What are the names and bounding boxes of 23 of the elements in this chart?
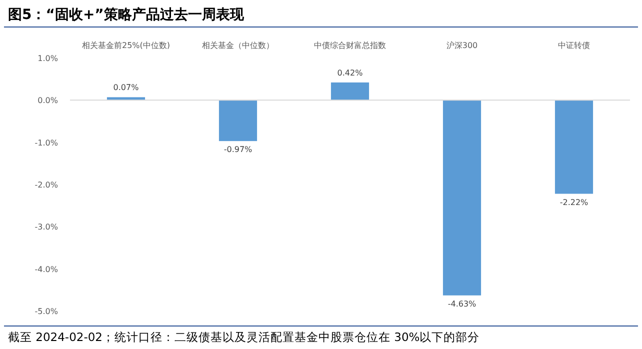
data-label: 0.42% bbox=[337, 68, 364, 78]
x-tick-label: 相关基金前25%(中位数) bbox=[82, 41, 170, 50]
y-tick-label: 1.0% bbox=[38, 54, 58, 63]
y-tick-label: 0.0% bbox=[38, 96, 58, 106]
text: 截至 2024-02-02；统计口径：二级债基以及灵活配置基金中股票仓位在 30%以下的部分 bbox=[8, 330, 480, 344]
data-label: -2.22% bbox=[560, 198, 589, 207]
bar bbox=[218, 100, 258, 142]
x-tick-label: 沪深300 bbox=[446, 41, 478, 50]
x-tick-label: 中证转债 bbox=[558, 41, 590, 50]
x-tick-label: 相关基金（中位数） bbox=[202, 41, 274, 50]
y-tick-label: -5.0% bbox=[34, 307, 58, 316]
chart-title: 图5：“固收+”策略产品过去一周表现 bbox=[8, 6, 245, 23]
y-tick-label: -4.0% bbox=[34, 264, 58, 274]
y-tick-label: -2.0% bbox=[34, 180, 58, 190]
bar bbox=[442, 100, 482, 296]
data-label: -4.63% bbox=[448, 299, 477, 308]
bar bbox=[330, 82, 370, 100]
x-tick-label: 中债综合财富总指数 bbox=[314, 41, 386, 50]
data-label: -0.97% bbox=[224, 145, 253, 154]
y-tick-label: -1.0% bbox=[34, 138, 58, 148]
data-label: 0.07% bbox=[113, 83, 140, 92]
y-tick-label: -3.0% bbox=[34, 222, 58, 232]
bar bbox=[554, 100, 594, 194]
